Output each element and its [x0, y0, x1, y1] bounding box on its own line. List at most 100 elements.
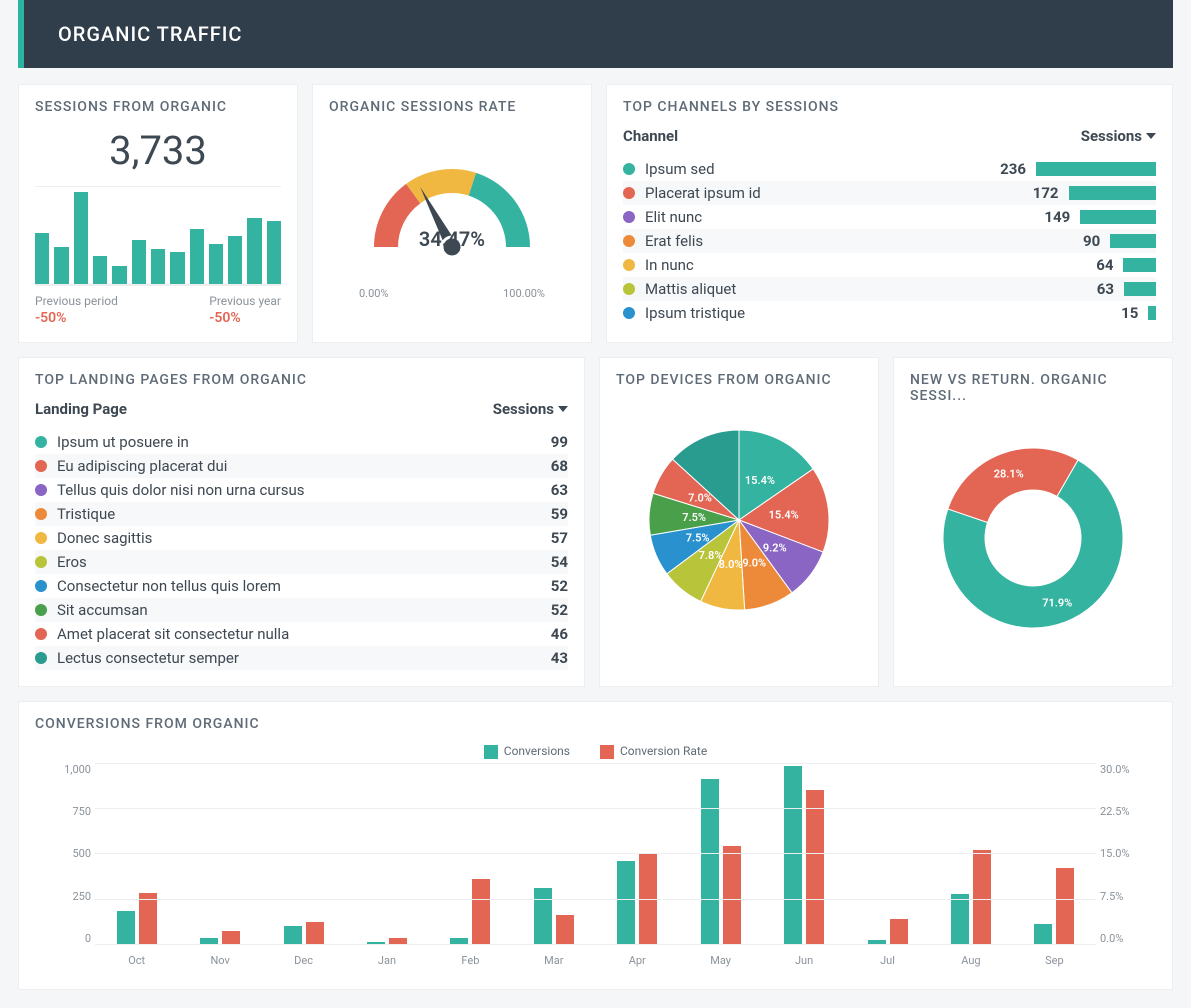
x-label: May	[679, 954, 762, 967]
table-row[interactable]: Erat felis90	[623, 229, 1156, 253]
legend-dot	[35, 556, 47, 568]
table-row[interactable]: Ipsum tristique 15	[623, 301, 1156, 325]
pie-chart: 15.4%15.4%9.2%9.0%8.0%7.8%7.5%7.5%7.0%	[616, 400, 862, 620]
card-new-vs-return: NEW VS RETURN. ORGANIC SESSI... 71.9%28.…	[893, 357, 1173, 687]
card-top-devices: TOP DEVICES FROM ORGANIC 15.4%15.4%9.2%9…	[599, 357, 879, 687]
table-row[interactable]: Ipsum sed236	[623, 157, 1156, 181]
legend-dot	[623, 283, 635, 295]
bar-conversions	[701, 779, 719, 944]
landing-label: Consectetur non tellus quis lorem	[57, 577, 508, 595]
table-row[interactable]: Consectetur non tellus quis lorem 52	[35, 574, 568, 598]
page-header: ORGANIC TRAFFIC	[18, 0, 1173, 68]
x-label: Jun	[762, 954, 845, 967]
legend-dot	[623, 307, 635, 319]
gauge-chart: 34.47%	[347, 127, 557, 287]
svg-text:7.0%: 7.0%	[688, 492, 712, 505]
bar-conversions	[1034, 924, 1052, 944]
table-row[interactable]: Donec sagittis57	[35, 526, 568, 550]
bar-conversions	[617, 861, 635, 944]
card-top-channels: TOP CHANNELS BY SESSIONS Channel Session…	[606, 84, 1173, 343]
compare-pct: -50%	[209, 310, 281, 326]
bar-conversions	[117, 911, 135, 944]
spark-bar	[93, 256, 107, 284]
chevron-down-icon	[1146, 133, 1156, 139]
gauge-max-label: 100.00%	[503, 287, 545, 300]
channel-label: Elit nunc	[645, 208, 1010, 226]
x-label: Nov	[178, 954, 261, 967]
landing-label: Tristique	[57, 505, 508, 523]
table-row[interactable]: Eu adipiscing placerat dui68	[35, 454, 568, 478]
card-title: ORGANIC SESSIONS RATE	[329, 99, 575, 115]
channel-label: Ipsum tristique	[645, 304, 1078, 322]
channel-value: 15	[1088, 304, 1138, 322]
svg-text:71.9%: 71.9%	[1042, 597, 1072, 610]
x-label: Aug	[929, 954, 1012, 967]
svg-text:28.1%: 28.1%	[994, 467, 1024, 480]
legend-dot	[35, 436, 47, 448]
table-row[interactable]: Tristique59	[35, 502, 568, 526]
bar-conversion-rate	[222, 931, 240, 944]
landing-value: 43	[518, 649, 568, 667]
x-label: Feb	[429, 954, 512, 967]
col-channel: Channel	[623, 127, 678, 145]
table-row[interactable]: Mattis aliquet63	[623, 277, 1156, 301]
landing-label: Eu adipiscing placerat dui	[57, 457, 508, 475]
spark-bar	[74, 192, 88, 284]
table-row[interactable]: Ipsum ut posuere in 99	[35, 430, 568, 454]
table-row[interactable]: Elit nunc149	[623, 205, 1156, 229]
x-label: Mar	[512, 954, 595, 967]
legend-dot	[623, 259, 635, 271]
landing-value: 52	[518, 577, 568, 595]
kpi-value: 3,733	[35, 127, 281, 174]
channel-value: 236	[976, 160, 1026, 178]
legend-dot	[35, 652, 47, 664]
bar-conversions	[284, 926, 302, 944]
sort-sessions[interactable]: Sessions	[493, 400, 568, 418]
chevron-down-icon	[558, 406, 568, 412]
sort-sessions[interactable]: Sessions	[1081, 127, 1156, 145]
x-label: Sep	[1013, 954, 1096, 967]
table-row[interactable]: Sit accumsan52	[35, 598, 568, 622]
compare-label: Previous year	[209, 294, 281, 308]
legend-dot	[623, 163, 635, 175]
table-row[interactable]: Eros54	[35, 550, 568, 574]
col-landing-page: Landing Page	[35, 400, 127, 418]
landing-value: 99	[518, 433, 568, 451]
legend-dot	[35, 460, 47, 472]
card-sessions-rate: ORGANIC SESSIONS RATE 34.47% 0.00% 100.0…	[312, 84, 592, 343]
landing-label: Lectus consectetur semper	[57, 649, 508, 667]
bar-conversion-rate	[806, 790, 824, 944]
landing-label: Ipsum ut posuere in	[57, 433, 508, 451]
table-row[interactable]: Placerat ipsum id 172	[623, 181, 1156, 205]
svg-text:7.5%: 7.5%	[682, 511, 706, 524]
table-row[interactable]: In nunc64	[623, 253, 1156, 277]
landing-value: 57	[518, 529, 568, 547]
landing-value: 54	[518, 553, 568, 571]
spark-bar	[132, 240, 146, 284]
table-row[interactable]: Amet placerat sit consectetur nulla46	[35, 622, 568, 646]
spark-bar	[151, 249, 165, 284]
h-bar	[1110, 234, 1156, 248]
card-title: CONVERSIONS FROM ORGANIC	[35, 716, 1156, 732]
h-bar	[1069, 186, 1156, 200]
table-row[interactable]: Lectus consectetur semper 43	[35, 646, 568, 670]
spark-bar	[209, 244, 223, 284]
legend-dot	[623, 235, 635, 247]
x-label: Apr	[596, 954, 679, 967]
table-row[interactable]: Tellus quis dolor nisi non urna cursus63	[35, 478, 568, 502]
channel-value: 172	[1009, 184, 1059, 202]
channel-label: Mattis aliquet	[645, 280, 1054, 298]
card-title: TOP LANDING PAGES FROM ORGANIC	[35, 372, 568, 388]
channel-label: In nunc	[645, 256, 1053, 274]
card-top-landing: TOP LANDING PAGES FROM ORGANIC Landing P…	[18, 357, 585, 687]
svg-text:15.4%: 15.4%	[745, 474, 775, 487]
channel-label: Placerat ipsum id	[645, 184, 999, 202]
bar-conversions	[951, 894, 969, 944]
x-label: Jan	[345, 954, 428, 967]
legend-dot	[623, 187, 635, 199]
bar-conversion-rate	[556, 915, 574, 944]
spark-bar	[54, 247, 68, 284]
page-title: ORGANIC TRAFFIC	[58, 22, 242, 46]
legend-dot	[35, 604, 47, 616]
h-bar	[1123, 258, 1156, 272]
